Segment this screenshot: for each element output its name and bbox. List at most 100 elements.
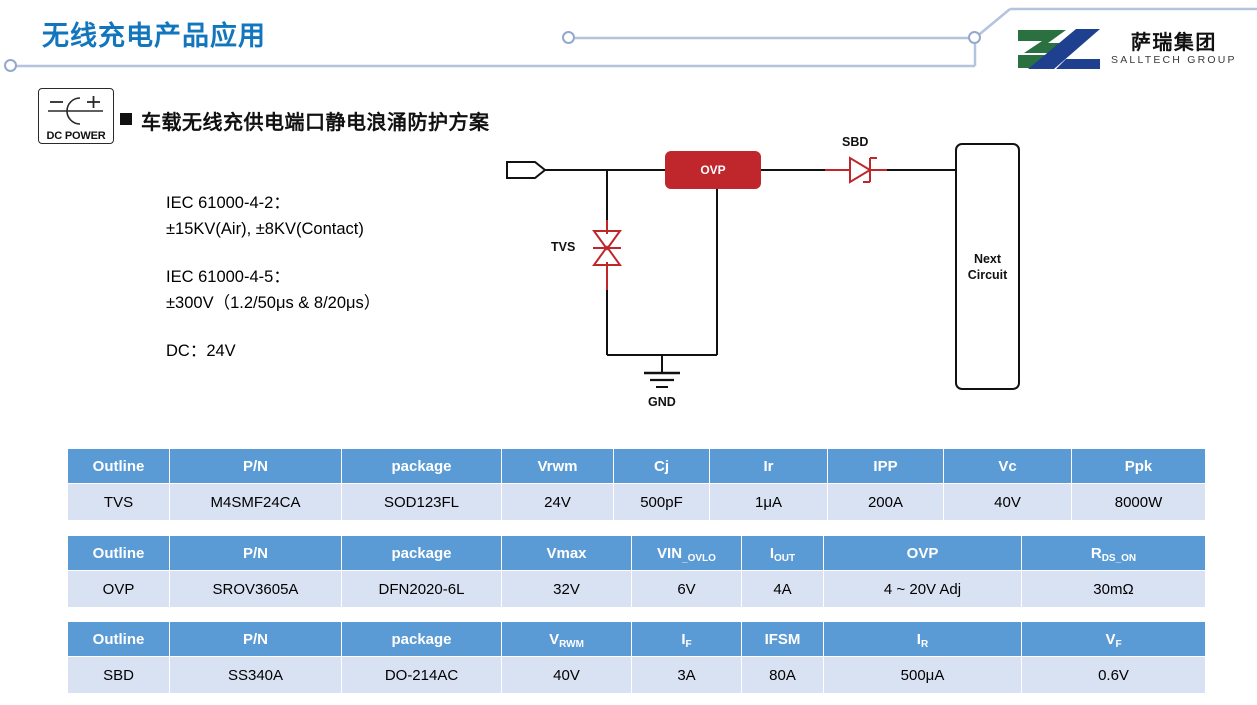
section-heading: 车载无线充供电端口静电浪涌防护方案 <box>141 110 490 134</box>
cell-ir: 500μA <box>823 656 1022 694</box>
ovp-spec-table: Outline P/N package Vmax VIN_OVLO IOUT O… <box>67 535 1206 608</box>
col-header-vc: Vc <box>943 448 1072 484</box>
col-header-cj: Cj <box>613 448 710 484</box>
cell-vrwm: 40V <box>501 656 632 694</box>
cell-cj: 500pF <box>613 483 710 521</box>
table-row: OVP SROV3605A DFN2020-6L 32V 6V 4A 4 ~ 2… <box>67 570 1206 608</box>
bullet-marker-icon <box>120 113 132 125</box>
next-circuit-line1: Next <box>973 251 1002 266</box>
col-header-ir: IR <box>823 621 1022 657</box>
next-circuit-label: Next Circuit <box>968 251 1008 283</box>
cell-ifsm: 80A <box>741 656 824 694</box>
sbd-label: SBD <box>842 135 869 149</box>
logo-english-name: SALLTECH GROUP <box>1111 54 1237 67</box>
spec-group-dc: DC：24V <box>166 338 380 364</box>
dc-power-icon: DC POWER <box>38 88 114 144</box>
col-header-vin-ovlo: VIN_OVLO <box>631 535 742 571</box>
cell-outline: OVP <box>67 570 170 608</box>
col-header-outline: Outline <box>67 621 170 657</box>
specification-list: IEC 61000-4-2： ±15KV(Air), ±8KV(Contact)… <box>166 190 380 364</box>
col-header-vf: VF <box>1021 621 1206 657</box>
spec-line: IEC 61000-4-5： <box>166 268 290 286</box>
vin-sub: _OVLO <box>682 552 716 564</box>
ir-base: I <box>916 630 921 648</box>
iout-base: I <box>769 544 775 562</box>
logo-text: 萨瑞集团 SALLTECH GROUP <box>1111 32 1237 66</box>
salltech-logo-mark <box>1018 29 1100 69</box>
table-row: TVS M4SMF24CA SOD123FL 24V 500pF 1μA 200… <box>67 483 1206 521</box>
spec-group-surge: IEC 61000-4-5： ±300V（1.2/50μs & 8/20μs） <box>166 264 380 316</box>
ovp-block-label: OVP <box>700 163 726 177</box>
page-title: 无线充电产品应用 <box>42 21 266 51</box>
col-header-ovp: OVP <box>823 535 1022 571</box>
col-header-rdson: RDS_ON <box>1021 535 1206 571</box>
table-header-row: Outline P/N package VRWM IF IFSM IR VF <box>67 621 1206 657</box>
vin-base: VIN <box>657 544 683 562</box>
spec-line: ±15KV(Air), ±8KV(Contact) <box>166 220 364 238</box>
dc-power-symbol <box>48 96 103 125</box>
next-circuit-block: Next Circuit <box>955 143 1020 390</box>
col-header-ppk: Ppk <box>1071 448 1206 484</box>
col-header-package: package <box>341 621 502 657</box>
cell-vc: 40V <box>943 483 1072 521</box>
col-header-ifsm: IFSM <box>741 621 824 657</box>
dc-power-label: DC POWER <box>46 130 106 142</box>
spec-line: DC：24V <box>166 342 236 360</box>
cell-vf: 0.6V <box>1021 656 1206 694</box>
cell-if: 3A <box>631 656 742 694</box>
col-header-vrwm: Vrwm <box>501 448 614 484</box>
cell-pn: SS340A <box>169 656 342 694</box>
cell-vmax: 32V <box>501 570 632 608</box>
deco-circle-right <box>968 31 981 44</box>
vrwm-base: V <box>549 630 560 648</box>
col-header-if: IF <box>631 621 742 657</box>
vf-sub: F <box>1115 638 1122 650</box>
if-sub: F <box>685 638 692 650</box>
col-header-vmax: Vmax <box>501 535 632 571</box>
col-header-package: package <box>341 448 502 484</box>
cell-ppk: 8000W <box>1071 483 1206 521</box>
ir-sub: R <box>920 638 929 650</box>
col-header-ipp: IPP <box>827 448 944 484</box>
cell-ipp: 200A <box>827 483 944 521</box>
cell-outline: TVS <box>67 483 170 521</box>
cell-package: DO-214AC <box>341 656 502 694</box>
cell-outline: SBD <box>67 656 170 694</box>
table-row: SBD SS340A DO-214AC 40V 3A 80A 500μA 0.6… <box>67 656 1206 694</box>
iout-sub: OUT <box>774 552 796 564</box>
rds-base: R <box>1090 544 1102 562</box>
col-header-package: package <box>341 535 502 571</box>
cell-package: DFN2020-6L <box>341 570 502 608</box>
col-header-iout: IOUT <box>741 535 824 571</box>
table-header-row: Outline P/N package Vmax VIN_OVLO IOUT O… <box>67 535 1206 571</box>
circuit-schematic <box>506 156 957 388</box>
spec-line: ±300V（1.2/50μs & 8/20μs） <box>166 294 381 312</box>
vf-base: V <box>1105 630 1116 648</box>
spec-group-esd: IEC 61000-4-2： ±15KV(Air), ±8KV(Contact) <box>166 190 380 242</box>
if-base: I <box>681 630 686 648</box>
table-header-row: Outline P/N package Vrwm Cj Ir IPP Vc Pp… <box>67 448 1206 484</box>
deco-circle-mid <box>562 31 575 44</box>
cell-pn: SROV3605A <box>169 570 342 608</box>
company-logo: 萨瑞集团 SALLTECH GROUP <box>1014 26 1237 72</box>
col-header-ir: Ir <box>709 448 828 484</box>
cell-pn: M4SMF24CA <box>169 483 342 521</box>
col-header-vrwm: VRWM <box>501 621 632 657</box>
col-header-pn: P/N <box>169 621 342 657</box>
col-header-outline: Outline <box>67 448 170 484</box>
rds-sub: DS_ON <box>1101 552 1137 564</box>
logo-chinese-name: 萨瑞集团 <box>1130 30 1217 55</box>
cell-ir: 1μA <box>709 483 828 521</box>
cell-vrwm: 24V <box>501 483 614 521</box>
cell-iout: 4A <box>741 570 824 608</box>
cell-vin-ovlo: 6V <box>631 570 742 608</box>
gnd-label: GND <box>648 395 676 409</box>
sbd-spec-table: Outline P/N package VRWM IF IFSM IR VF S… <box>67 621 1206 694</box>
circuit-diagram: OVP Next Circuit TVS SBD GND <box>495 130 1060 425</box>
cell-rdson: 30mΩ <box>1021 570 1206 608</box>
tvs-label: TVS <box>551 240 576 254</box>
next-circuit-line2: Circuit <box>967 267 1008 282</box>
cell-package: SOD123FL <box>341 483 502 521</box>
spec-line: IEC 61000-4-2： <box>166 194 290 212</box>
col-header-pn: P/N <box>169 535 342 571</box>
